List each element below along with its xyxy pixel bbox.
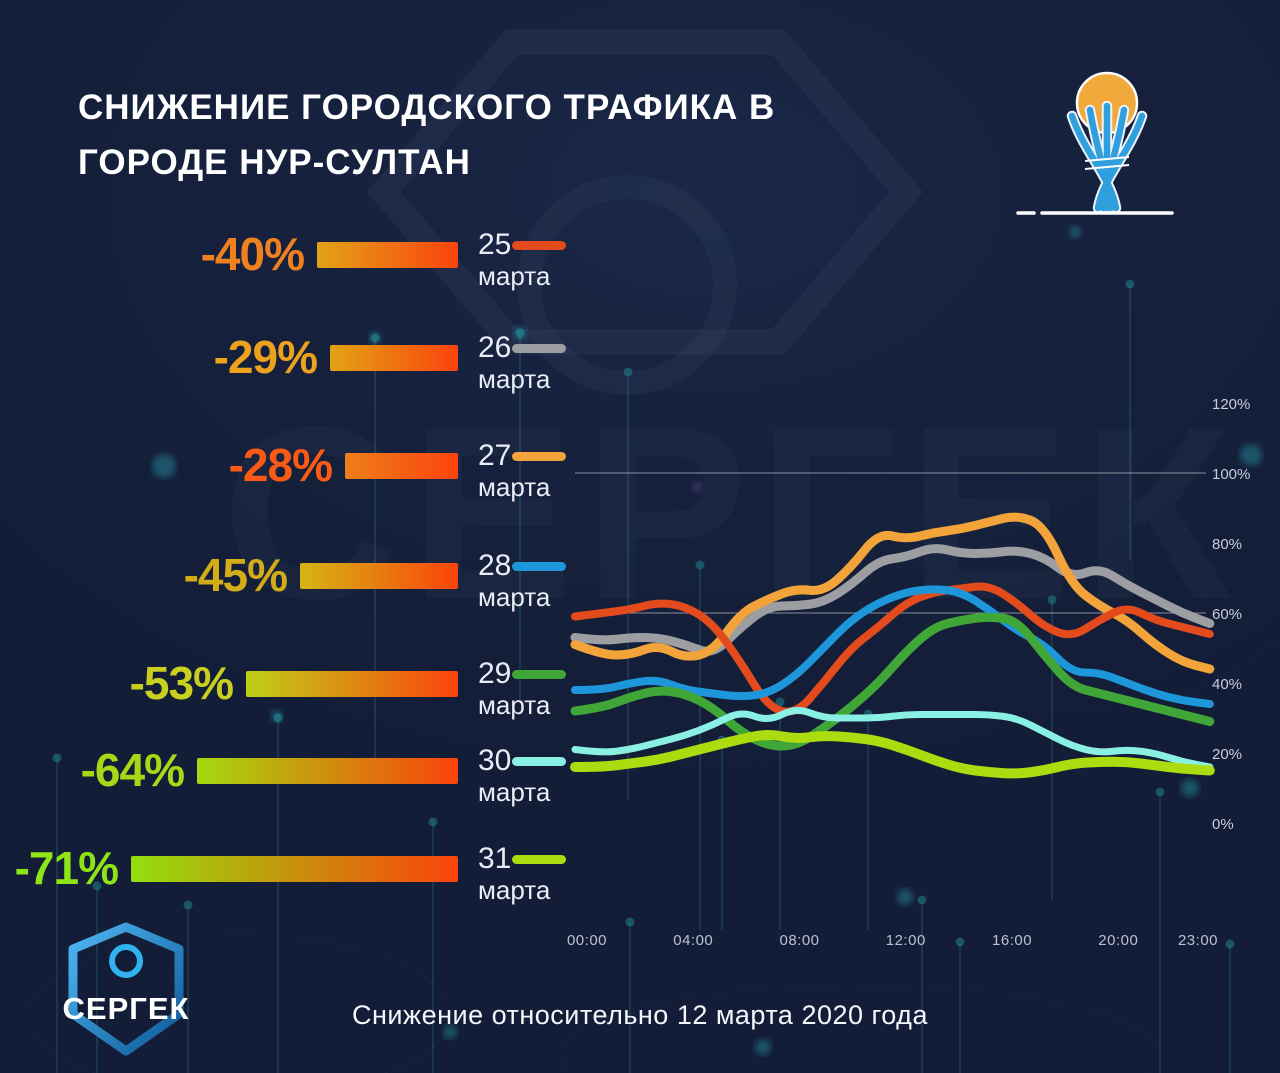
- reduction-bar: [317, 242, 458, 268]
- legend-date-number: 27: [478, 439, 512, 472]
- x-tick-04:00: 04:00: [673, 932, 713, 949]
- legend-date-number: 29: [478, 657, 512, 690]
- y-tick-40%: 40%: [1212, 676, 1242, 693]
- page-title: СНИЖЕНИЕ ГОРОДСКОГО ТРАФИКА В ГОРОДЕ НУР…: [78, 80, 775, 190]
- legend-swatch: [512, 241, 566, 250]
- reduction-value-label: -45%: [183, 549, 288, 601]
- sergek-logo-text: СЕРГЕК: [63, 991, 190, 1026]
- sergek-logo: СЕРГЕК: [63, 922, 190, 1056]
- reduction-value-label: -28%: [228, 439, 333, 491]
- x-tick-00:00: 00:00: [567, 932, 607, 949]
- hexagon-watermark: [366, 29, 924, 355]
- reduction-bar: [197, 758, 458, 784]
- series-line-27-марта: [570, 512, 1215, 674]
- reduction-value-label: -64%: [80, 744, 185, 796]
- reduction-bar: [131, 856, 458, 882]
- legend-date-word: марта: [478, 777, 551, 807]
- series-line-30-марта: [571, 707, 1214, 771]
- reduction-value-label: -29%: [213, 331, 318, 383]
- legend-swatch: [512, 562, 566, 571]
- reduction-bar: [300, 563, 458, 589]
- y-tick-120%: 120%: [1212, 396, 1250, 413]
- legend-date-number: 25: [478, 228, 512, 261]
- legend-date-word: марта: [478, 690, 551, 720]
- dotted-arcs: [29, 409, 1280, 1073]
- x-tick-08:00: 08:00: [779, 932, 819, 949]
- legend-date-word: марта: [478, 875, 551, 905]
- y-tick-80%: 80%: [1212, 536, 1242, 553]
- reduction-value-label: -53%: [129, 657, 234, 709]
- legend-date-number: 30: [478, 744, 512, 777]
- x-tick-20:00: 20:00: [1098, 932, 1138, 949]
- legend-date-number: 26: [478, 331, 512, 364]
- series-line-31-марта: [570, 730, 1215, 779]
- page-title-line2: ГОРОДЕ НУР-СУЛТАН: [78, 143, 471, 182]
- legend-swatch: [512, 757, 566, 766]
- legend-swatch: [512, 344, 566, 353]
- legend-swatch: [512, 670, 566, 679]
- y-tick-20%: 20%: [1212, 746, 1242, 763]
- footnote-caption: Снижение относительно 12 марта 2020 года: [352, 1000, 928, 1030]
- y-tick-60%: 60%: [1212, 606, 1242, 623]
- series-line-28-марта: [571, 585, 1214, 708]
- series-line-26-марта: [570, 544, 1215, 656]
- y-tick-0%: 0%: [1212, 816, 1234, 833]
- bayterek-icon: [1016, 71, 1174, 215]
- legend-date-word: марта: [478, 582, 551, 612]
- camera-lens-icon: [109, 944, 143, 978]
- series-line-29-марта: [570, 612, 1215, 751]
- x-tick-16:00: 16:00: [992, 932, 1032, 949]
- shield-icon: [68, 922, 184, 1056]
- legend-date-word: марта: [478, 364, 551, 394]
- ring-watermark: [517, 175, 737, 395]
- page-title-line1: СНИЖЕНИЕ ГОРОДСКОГО ТРАФИКА В: [78, 88, 776, 127]
- reduction-bar: [330, 345, 458, 371]
- series-line-25-марта: [571, 582, 1214, 716]
- x-tick-12:00: 12:00: [886, 932, 926, 949]
- legend-date-word: марта: [478, 261, 551, 291]
- legend-date-word: марта: [478, 472, 551, 502]
- legend-swatch: [512, 452, 566, 461]
- reduction-value-label: -71%: [14, 842, 119, 894]
- reduction-bar: [246, 671, 458, 697]
- legend-date-number: 31: [478, 842, 512, 875]
- reduction-value-label: -40%: [200, 228, 305, 280]
- reduction-bar: [345, 453, 458, 479]
- x-tick-23:00: 23:00: [1178, 932, 1218, 949]
- legend-date-number: 28: [478, 549, 512, 582]
- legend-swatch: [512, 855, 566, 864]
- glow-dots: [152, 226, 1262, 1055]
- y-tick-100%: 100%: [1212, 466, 1250, 483]
